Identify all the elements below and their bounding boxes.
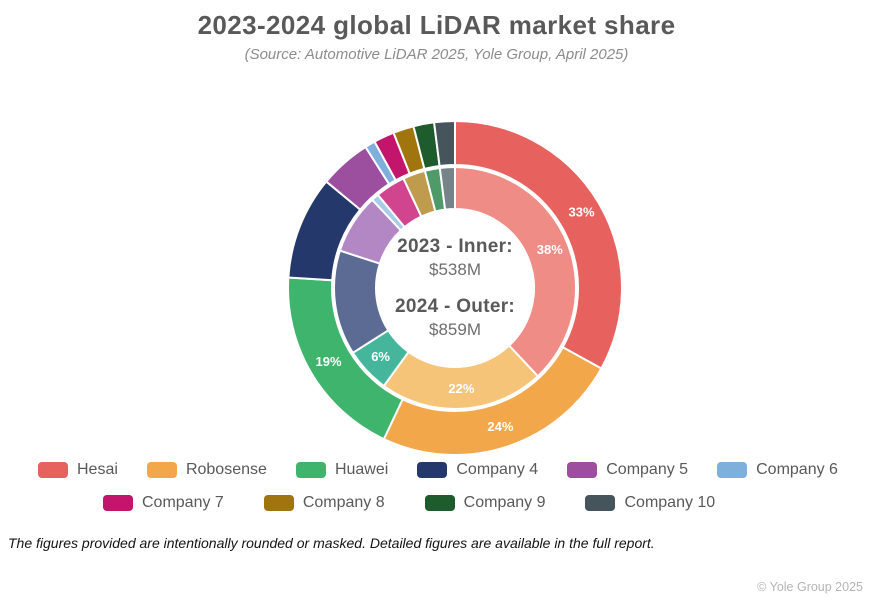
legend-row-1: Hesai Robosense Huawei Company 4 Company 5 Co…: [38, 461, 838, 479]
slice-percent-label-huawei-2024-outer-ring-: 19%: [315, 354, 341, 369]
legend-swatch-robosense: [146, 462, 177, 478]
legend-swatch-company-7: [103, 495, 133, 511]
legend-label: Company 7: [142, 494, 224, 511]
legend-label: Hesai: [77, 461, 118, 478]
legend: Hesai Robosense Huawei Company 4 Company 5 Co…: [38, 461, 838, 512]
legend-item-company-8: Company 8: [263, 494, 385, 512]
legend-swatch-company-4: [417, 462, 448, 478]
donut-slice-company-10-2023-inner-ring-: [438, 165, 456, 211]
footnote: The figures provided are intentionally r…: [8, 535, 655, 551]
legend-item-robosense: Robosense: [146, 461, 267, 479]
legend-swatch-company-8: [263, 495, 294, 511]
legend-item-company-9: Company 9: [424, 494, 546, 512]
legend-item-company-5: Company 5: [567, 461, 688, 479]
legend-swatch-company-9: [424, 495, 455, 511]
legend-label: Company 6: [756, 461, 838, 478]
slice-percent-label-huawei-2023-inner-ring-: 6%: [371, 349, 390, 364]
legend-item-company-7: Company 7: [103, 494, 224, 512]
legend-item-company-4: Company 4: [417, 461, 538, 479]
legend-label: Robosense: [185, 461, 267, 478]
legend-swatch-company-10: [585, 495, 616, 511]
page-title: 2023-2024 global LiDAR market share: [197, 10, 676, 40]
slice-percent-label-hesai-2023-inner-ring-: 38%: [537, 242, 563, 257]
chart-subtitle: (Source: Automotive LiDAR 2025, Yole Gro…: [244, 46, 629, 63]
legend-label: Huawei: [334, 461, 389, 478]
legend-row-2: Company 7 Company 8 Company 9 Company 10: [103, 494, 838, 512]
legend-label: Company 5: [606, 461, 689, 478]
legend-item-company-10: Company 10: [585, 494, 715, 512]
legend-swatch-company-6: [717, 462, 748, 478]
legend-swatch-hesai: [38, 462, 68, 478]
donut-slice-hesai-2023-inner-ring-: [454, 166, 578, 378]
legend-item-hesai: Hesai: [38, 461, 118, 479]
copyright: © Yole Group 2025: [757, 580, 863, 594]
legend-label: Company 10: [624, 494, 716, 511]
slice-percent-label-robosense-2024-outer-ring-: 24%: [487, 419, 513, 434]
legend-label: Company 8: [302, 494, 385, 511]
legend-swatch-company-5: [567, 462, 598, 478]
legend-swatch-huawei: [295, 462, 326, 478]
legend-item-huawei: Huawei: [295, 461, 389, 479]
legend-label: Company 4: [456, 461, 539, 478]
slice-percent-label-robosense-2023-inner-ring-: 22%: [448, 381, 474, 396]
legend-label: Company 9: [463, 494, 546, 511]
slice-percent-label-hesai-2024-outer-ring-: 33%: [568, 205, 594, 220]
legend-item-company-6: Company 6: [717, 461, 838, 479]
donut-slice-company-10-2024-outer-ring-: [433, 120, 456, 167]
chart-header: 2023-2024 global LiDAR market share (Sou…: [0, 10, 873, 63]
donut-slice-hesai-2024-outer-ring-: [454, 120, 623, 370]
